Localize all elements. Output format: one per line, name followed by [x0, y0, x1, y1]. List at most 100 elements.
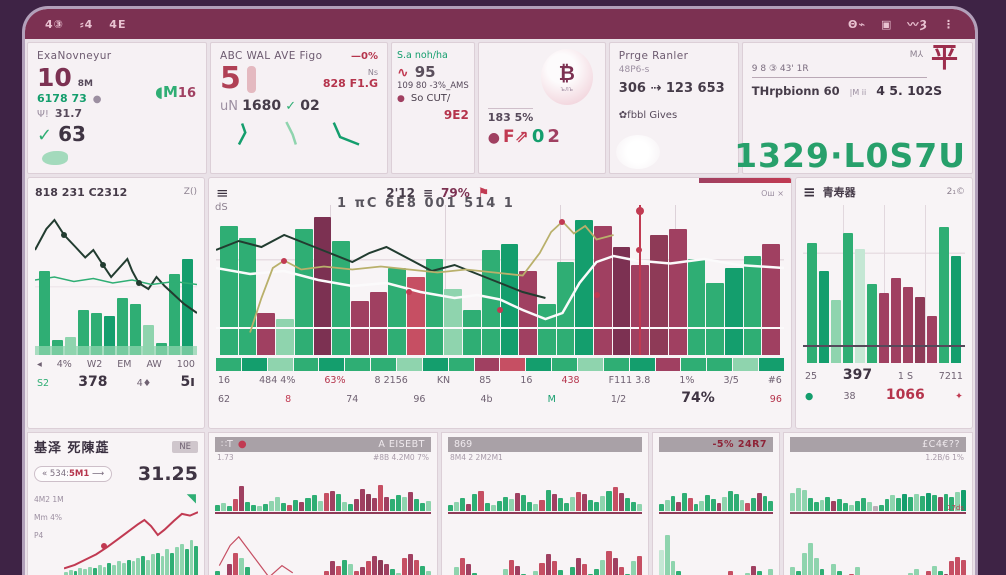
hist-top [215, 465, 432, 511]
card-title: Prrge Ranler [618, 50, 689, 62]
bar [931, 565, 937, 575]
metric-value: 4 5. 102S [876, 83, 943, 98]
label-token: 96 [769, 394, 782, 405]
highlight-blob [615, 135, 660, 169]
axis-unit-label: dS [215, 202, 228, 213]
header-label-right: £C4€?? [922, 439, 960, 450]
hist-top [448, 465, 642, 511]
bar [257, 313, 276, 355]
bar [165, 549, 170, 575]
heat-cell [500, 358, 526, 371]
bar [664, 499, 670, 511]
bar [460, 558, 466, 575]
mini-chart-icon: ◥ [186, 491, 196, 505]
bar [807, 242, 817, 363]
header-label-left: ∷T [221, 439, 233, 450]
bar [269, 500, 275, 511]
bar [146, 559, 150, 575]
range-selector-button[interactable]: « 534:5M1 ⟶ [34, 466, 113, 482]
bar [896, 498, 902, 511]
mini-label: |M ii [849, 88, 867, 97]
trend-panel: 818 231 C2312 Z() ◂ 4% W2 EM AW 100 S2 378 4♦ 5ı [27, 177, 205, 429]
bar [533, 571, 539, 575]
heat-cell [681, 358, 707, 371]
bar [699, 500, 704, 511]
label-token: 378 [78, 374, 108, 390]
bar [383, 564, 389, 575]
bar [126, 559, 131, 575]
bar [903, 287, 913, 363]
bar [612, 487, 618, 511]
bar [414, 499, 420, 511]
bar [676, 501, 681, 511]
bar [194, 545, 198, 575]
bar [414, 559, 420, 575]
bar [293, 499, 299, 511]
bar [463, 310, 481, 355]
summary-values: S2 378 4♦ 5ı [35, 370, 197, 390]
hist-panel-4: £C4€??1.2B/6 1%17ds#5 [783, 432, 973, 575]
label-token: #6 [767, 375, 782, 386]
notification-icon: 4③ [45, 17, 64, 31]
bar [131, 561, 136, 575]
metric-label: ✿fbbl Gives [618, 110, 678, 121]
label-token: P4 [34, 531, 44, 540]
label-token: 1/2 [610, 394, 627, 405]
bar [365, 561, 371, 575]
bar [768, 500, 773, 511]
bar [420, 565, 426, 575]
bar [955, 491, 961, 511]
bar [117, 298, 128, 355]
marker-dot [101, 542, 108, 549]
bar [389, 499, 395, 511]
bar [83, 569, 88, 575]
stat-card-4[interactable]: ₿ ълъ 183 5% ● F⇗ 0 2 [477, 42, 606, 174]
bar [341, 501, 347, 511]
bar [606, 490, 612, 511]
stat-card-6[interactable]: M⅄ 平 9 8 ③ 43' 1R THrpbionn 60 |M ii 4 5… [734, 42, 973, 175]
stat-card-5[interactable]: Prrge Ranler 48P6-s 306 ⇢ 123 653 ✿fbbl … [608, 42, 739, 174]
label-token: 4M2 1M [34, 495, 64, 504]
marker-dot [406, 289, 413, 295]
summary-panel: 基泽 死陳蕋 NE « 534:5M1 ⟶ 31.25 ◥ 4M2 1M Mm 4… [27, 432, 205, 575]
heat-cell [603, 358, 629, 371]
bar [867, 284, 877, 363]
bar [388, 268, 407, 355]
leaf-blob-icon [42, 151, 68, 165]
hist-baseline [659, 512, 773, 514]
label-token: 3/5 [723, 375, 739, 386]
bar [801, 489, 807, 511]
hist-top [790, 465, 967, 511]
bar [64, 571, 68, 575]
hamburger-menu-icon[interactable]: ≡ [216, 183, 229, 202]
equals-icon: ≡ [422, 186, 434, 200]
overflow-menu-icon[interactable]: ⋮ [943, 17, 955, 31]
heat-cell [759, 358, 784, 371]
bar [68, 570, 73, 575]
heat-cell [371, 358, 397, 371]
bar [539, 562, 545, 575]
stat-card-3[interactable]: S.a noh/ha ∿ 95 109 80 -3%_AMS ● So CUT/… [391, 42, 475, 174]
stat-card-2[interactable]: ABC WAL AVE Figo —0% 5 Ns 828 F1.G uN 16… [210, 42, 388, 174]
bar [444, 289, 463, 355]
crosshair-line[interactable] [636, 205, 645, 355]
summary-chart-area: ◥ 4M2 1M Mm 4% P4 [34, 491, 198, 575]
axis-labels-row-2: 62 8 74 96 4b M 1/2 74% 96 [216, 386, 784, 406]
bar [102, 566, 107, 575]
metric-green: 6178 73 [37, 92, 87, 105]
bar [294, 229, 313, 355]
stat-card-1[interactable]: ExaNovneyur 10 8M 6178 73 ● Ψ! 31.7 ✓ 63… [27, 42, 207, 174]
bar-glyph-icon [246, 65, 256, 93]
bar [831, 500, 837, 511]
bar [914, 493, 919, 511]
hamburger-menu-icon[interactable]: ≡ [803, 182, 816, 201]
check-icon: ✓ [37, 125, 53, 146]
panel-chip-button[interactable]: NE [172, 440, 198, 453]
bar [705, 495, 710, 511]
bar [408, 491, 414, 511]
dot-separator: ● [92, 94, 102, 105]
secondary-value: 63 [58, 122, 86, 146]
label-token: 1 S [897, 371, 913, 382]
bar [107, 563, 112, 575]
percent-badge: —0% [351, 51, 378, 62]
